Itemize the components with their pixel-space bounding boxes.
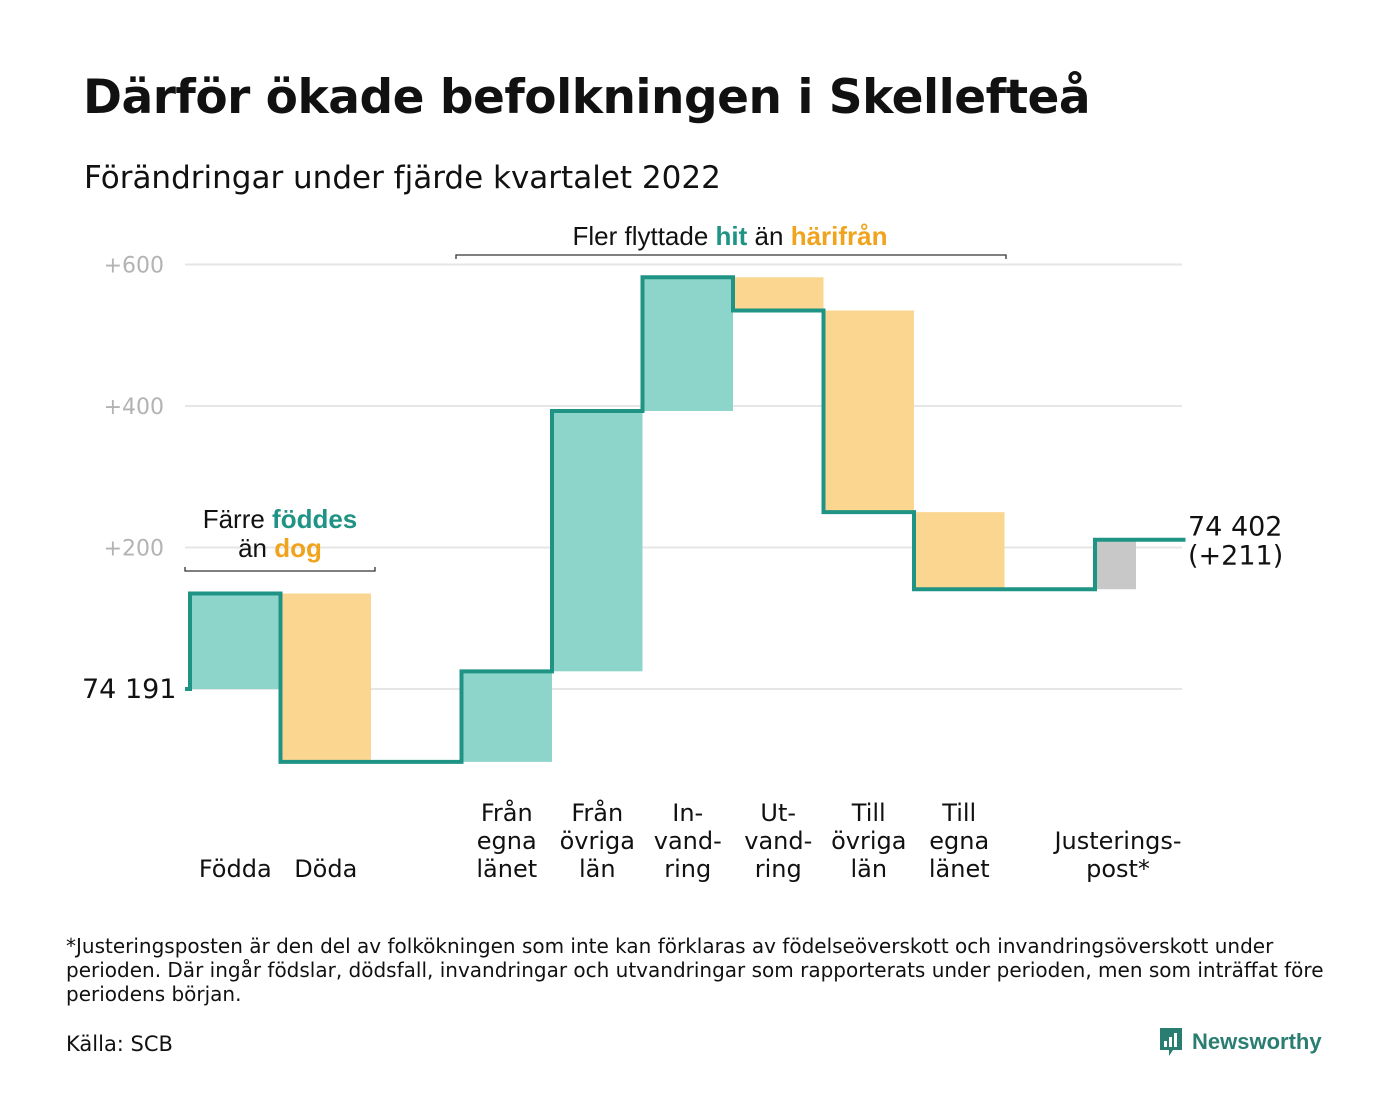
bar-frånövrigalän: [552, 410, 643, 672]
bar-layer: [190, 277, 1136, 762]
category-label: län: [850, 855, 887, 883]
annotation-births-line2: än dog: [238, 533, 322, 563]
bar-tillegnalänet: [914, 512, 1005, 590]
category-label: In-: [672, 799, 703, 827]
bar-in-vand-ring: [642, 277, 733, 411]
category-label: län: [579, 855, 616, 883]
annotation-bracket-migration: [455, 254, 1007, 259]
bar-justerings-post*: [1095, 539, 1136, 590]
annotation-bracket-births: [184, 567, 376, 572]
chart-title: Därför ökade befolkningen i Skellefteå: [83, 70, 1091, 125]
annotation-part: Färre: [203, 504, 272, 534]
footnote: *Justeringsposten är den del av folkökni…: [66, 934, 1324, 1006]
category-label: egna: [929, 827, 989, 855]
annotation-part: hit: [716, 221, 748, 251]
category-label: länet: [476, 855, 537, 883]
category-label: vand-: [744, 827, 812, 855]
bar-tillövrigalän: [823, 310, 914, 513]
category-label: länet: [929, 855, 990, 883]
annotation-part: härifrån: [791, 221, 888, 251]
bar-frånegnalänet: [461, 671, 552, 762]
chart-subtitle: Förändringar under fjärde kvartalet 2022: [84, 160, 721, 196]
annotation-part: Fler flyttade: [572, 221, 715, 251]
bar-döda: [280, 593, 371, 762]
category-label: Ut-: [760, 799, 796, 827]
category-label: Till: [851, 799, 886, 827]
newsworthy-logo: Newsworthy: [1158, 1026, 1322, 1058]
bar-födda: [190, 593, 281, 689]
chart-bubble-icon: [1160, 1028, 1182, 1056]
y-tick-label: +200: [104, 537, 164, 562]
y-tick-label: +400: [104, 395, 164, 420]
category-label: Till: [941, 799, 976, 827]
category-label: övriga: [831, 827, 906, 855]
category-label: Födda: [199, 855, 272, 883]
end-value-label: (+211): [1188, 541, 1283, 572]
category-label: Från: [571, 798, 623, 827]
category-label: egna: [477, 827, 537, 855]
category-label: vand-: [654, 827, 722, 855]
category-label: post*: [1086, 855, 1150, 883]
step-line-layer: [185, 275, 1186, 764]
annotation-part: än: [747, 221, 790, 251]
category-label: ring: [755, 855, 802, 883]
start-value-label: 74 191: [82, 674, 176, 705]
end-value-label: 74 402: [1188, 512, 1282, 543]
population-step-line: [185, 275, 1186, 764]
category-label: ring: [664, 855, 711, 883]
bar-ut-vand-ring: [733, 277, 824, 311]
category-label: Döda: [294, 855, 357, 883]
annotation-births-line1: Färre föddes: [203, 504, 358, 534]
annotation-part: än: [238, 533, 274, 563]
annotation-migration: Fler flyttade hit än härifrån: [572, 221, 887, 251]
category-label: övriga: [560, 827, 635, 855]
annotation-part: föddes: [272, 504, 357, 534]
category-label: Från: [481, 798, 533, 827]
y-tick-label: +600: [104, 254, 164, 279]
annotation-part: dog: [274, 533, 322, 563]
logo-text: Newsworthy: [1192, 1029, 1322, 1054]
category-label: Justerings-: [1052, 827, 1181, 855]
source-credit: Källa: SCB: [66, 1032, 173, 1056]
